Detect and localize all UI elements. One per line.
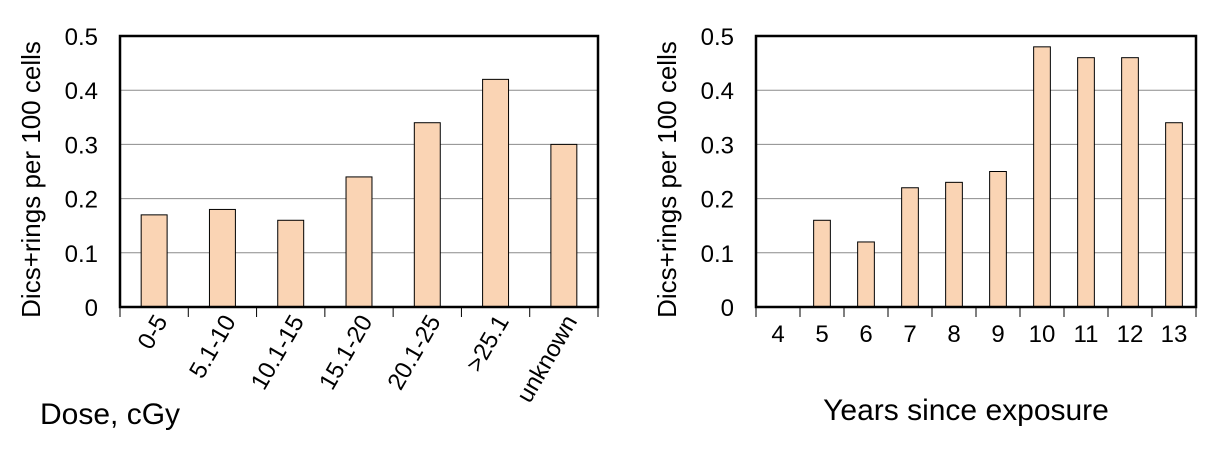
y-tick-label: 0.1 <box>701 241 734 268</box>
chart-years: 0 0.1 0.2 0.3 0.4 0.5 4 5 6 7 8 9 10 11 12 13 Dics+rings… <box>652 24 1198 427</box>
y-tick-label: 0.1 <box>65 241 98 268</box>
bar <box>1077 57 1095 308</box>
x-tick-label: 6 <box>859 321 872 348</box>
x-tick-label: 8 <box>947 321 960 348</box>
x-tick-label: unknown <box>512 311 583 408</box>
x-tick-label: >25.1 <box>461 310 515 376</box>
x-tick-label: 10.1-15 <box>246 311 310 395</box>
y-tick-label: 0.4 <box>701 78 734 105</box>
x-tick-label: 10 <box>1029 321 1056 348</box>
bar <box>140 214 168 308</box>
x-tick-label: 4 <box>771 321 784 348</box>
y-tick-label: 0 <box>721 295 734 322</box>
y-tick-label: 0.2 <box>65 187 98 214</box>
plot-frame <box>118 34 600 309</box>
x-axis-label: Years since exposure <box>823 394 1109 427</box>
bar <box>1033 46 1051 308</box>
x-tick-label: 5.1-10 <box>184 311 241 383</box>
y-tick-label: 0.5 <box>701 24 734 51</box>
plot-frame <box>754 34 1198 309</box>
bar <box>989 171 1007 308</box>
x-tick-label: 13 <box>1161 321 1188 348</box>
bar <box>813 219 831 308</box>
bar <box>345 176 373 308</box>
bar <box>550 143 578 308</box>
bar <box>901 187 919 308</box>
bar <box>413 122 441 308</box>
x-tick-label: 15.1-20 <box>314 311 378 395</box>
x-tick-label: 0-5 <box>133 311 174 355</box>
y-tick-label: 0.3 <box>701 132 734 159</box>
y-tick-label: 0.3 <box>65 132 98 159</box>
y-tick-label: 0.4 <box>65 78 98 105</box>
y-axis-label: Dics+rings per 100 cells <box>16 41 46 318</box>
bar <box>277 219 305 308</box>
x-tick-label: 11 <box>1074 321 1099 348</box>
bar <box>945 181 963 308</box>
bar <box>482 78 510 308</box>
y-tick-label: 0.2 <box>701 187 734 214</box>
bar <box>1165 122 1183 308</box>
x-tick-label: 12 <box>1117 321 1144 348</box>
bar <box>208 208 236 308</box>
x-tick-label: 20.1-25 <box>382 311 446 395</box>
y-axis-label: Dics+rings per 100 cells <box>652 41 682 318</box>
y-tick-label: 0.5 <box>65 24 98 51</box>
y-tick-label: 0 <box>85 295 98 322</box>
x-tick-label: 5 <box>815 321 828 348</box>
bar <box>857 241 875 308</box>
bar <box>1121 57 1139 308</box>
x-axis-label: Dose, cGy <box>40 398 180 431</box>
x-tick-label: 7 <box>903 321 916 348</box>
chart-dose: 0 0.1 0.2 0.3 0.4 0.5 0-5 5.1-10 10.1-15 15.1-20 2… <box>16 24 600 431</box>
x-tick-label: 9 <box>991 321 1004 348</box>
